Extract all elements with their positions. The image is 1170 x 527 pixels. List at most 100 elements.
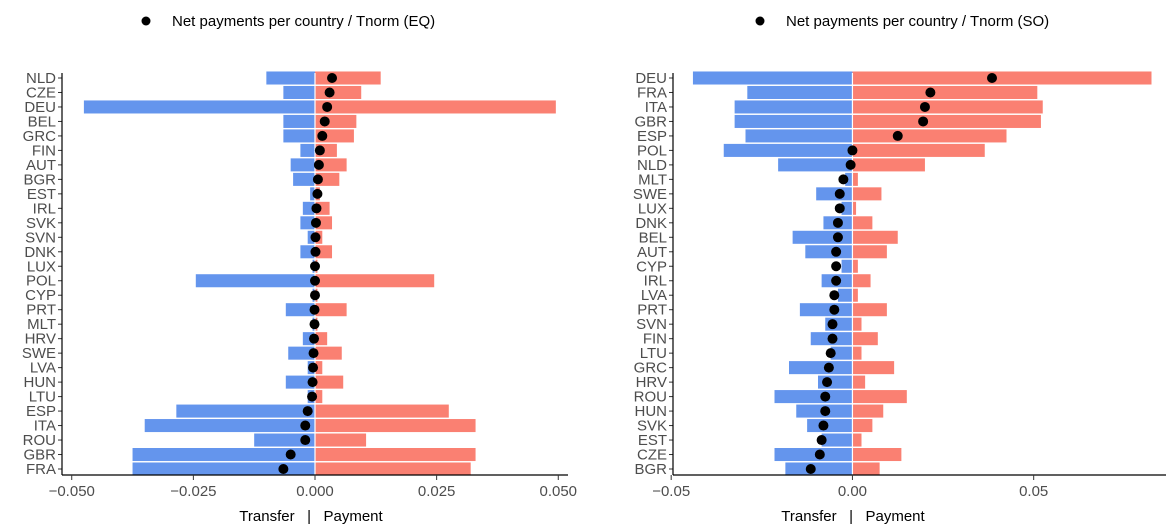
so-payment-bar-gbr xyxy=(852,114,1041,128)
so-payment-bar-hun xyxy=(852,404,884,418)
so-net-point-fra xyxy=(925,87,936,98)
so-payment-bar-grc xyxy=(852,361,895,375)
panel-eq: NLDCZEDEUBELGRCFINAUTBGRESTIRLSVKSVNDNKL… xyxy=(22,70,577,525)
so-y-tick-label-gbr: GBR xyxy=(634,113,667,130)
eq-transfer-bar-fin xyxy=(300,143,315,157)
eq-net-point-irl xyxy=(311,203,322,214)
so-net-point-svk xyxy=(818,420,829,431)
so-net-point-rou xyxy=(820,391,831,402)
so-transfer-bar-est xyxy=(821,433,853,447)
eq-net-point-hrv xyxy=(309,333,320,344)
so-net-point-pol xyxy=(847,145,858,156)
so-payment-bar-ltu xyxy=(852,346,862,360)
so-payment-bar-dnk xyxy=(852,216,873,230)
legend-so: Net payments per country / Tnorm (SO) xyxy=(755,13,1049,30)
eq-y-tick-label-gbr: GBR xyxy=(23,447,56,464)
so-net-point-dnk xyxy=(832,217,843,228)
eq-payment-bar-rou xyxy=(315,433,367,447)
eq-x-tick-label-2: 0.000 xyxy=(296,483,334,500)
eq-net-point-pol xyxy=(310,275,320,286)
so-transfer-bar-aut xyxy=(805,245,853,259)
eq-x-axis: −0.050 −0.025 0.000 0.025 0.050 xyxy=(49,474,577,500)
eq-x-tick-label-0: −0.050 xyxy=(49,483,95,500)
so-net-point-ltu xyxy=(825,348,836,359)
panel-so: DEUFRAITAGBRESPPOLNLDMLTSWELUXDNKBELAUTC… xyxy=(633,70,1166,525)
so-transfer-bar-lva xyxy=(837,288,853,302)
so-payment-bar-pol xyxy=(852,143,985,157)
eq-net-point-ltu xyxy=(307,391,318,402)
so-y-tick-label-hun: HUN xyxy=(635,403,668,420)
so-y-tick-label-svn: SVN xyxy=(636,316,667,333)
so-transfer-bar-ltu xyxy=(830,346,853,360)
so-y-tick-label-prt: PRT xyxy=(637,302,667,319)
eq-payment-bar-gbr xyxy=(315,448,476,462)
so-y-tick-label-fra: FRA xyxy=(637,84,667,101)
eq-y-tick-label-pol: POL xyxy=(26,273,56,290)
legend-eq: Net payments per country / Tnorm (EQ) xyxy=(141,13,435,30)
eq-payment-bar-fra xyxy=(315,462,471,476)
eq-transfer-bar-svk xyxy=(300,216,315,230)
so-y-tick-label-esp: ESP xyxy=(637,128,667,145)
eq-x-tick-label-1: −0.025 xyxy=(170,483,216,500)
so-payment-bar-nld xyxy=(852,158,925,172)
so-payment-bar-esp xyxy=(852,129,1007,143)
so-y-tick-label-ltu: LTU xyxy=(640,345,667,362)
legend-eq-label: Net payments per country / Tnorm (EQ) xyxy=(172,13,435,30)
eq-y-tick-label-lux: LUX xyxy=(27,258,56,275)
so-transfer-bar-ita xyxy=(734,100,853,114)
so-payment-bar-aut xyxy=(852,245,887,259)
so-transfer-bar-pol xyxy=(723,143,853,157)
eq-y-tick-label-bel: BEL xyxy=(28,113,56,130)
eq-payment-bar-aut xyxy=(315,158,347,172)
eq-transfer-bar-nld xyxy=(266,71,315,85)
eq-y-tick-label-ltu: LTU xyxy=(29,389,56,406)
so-net-point-svn xyxy=(827,319,838,330)
eq-net-point-deu xyxy=(322,101,333,112)
eq-net-point-prt xyxy=(309,304,320,315)
eq-net-point-cyp xyxy=(310,290,320,301)
so-net-point-esp xyxy=(892,130,903,141)
so-x-axis: −0.05 0.00 0.05 xyxy=(652,474,1166,500)
eq-net-points xyxy=(278,73,338,474)
so-y-tick-label-dnk: DNK xyxy=(635,215,667,232)
eq-y-tick-label-grc: GRC xyxy=(23,128,57,145)
eq-payment-bar-pol xyxy=(315,274,435,288)
so-y-tick-label-swe: SWE xyxy=(633,186,667,203)
eq-net-point-fra xyxy=(278,464,289,474)
eq-y-tick-label-lva: LVA xyxy=(30,360,56,377)
eq-bars xyxy=(83,71,556,476)
eq-net-point-gbr xyxy=(285,449,296,460)
so-net-point-prt xyxy=(829,304,840,315)
eq-y-tick-label-rou: ROU xyxy=(23,432,56,449)
so-payment-bar-cze xyxy=(852,448,902,462)
eq-y-tick-label-swe: SWE xyxy=(22,345,56,362)
eq-y-tick-label-prt: PRT xyxy=(26,302,56,319)
eq-transfer-bar-ita xyxy=(144,419,315,433)
so-net-point-mlt xyxy=(838,174,849,185)
so-net-point-lva xyxy=(829,290,840,301)
so-net-point-cyp xyxy=(831,261,842,272)
eq-net-point-mlt xyxy=(309,319,320,330)
eq-net-point-lva xyxy=(308,362,319,373)
eq-net-point-grc xyxy=(317,130,328,141)
eq-x-tick-label-4: 0.050 xyxy=(539,483,577,500)
so-net-point-ita xyxy=(919,101,930,112)
eq-y-tick-label-fra: FRA xyxy=(26,461,56,478)
eq-transfer-bar-gbr xyxy=(132,448,315,462)
eq-y-tick-label-cze: CZE xyxy=(26,84,56,101)
eq-x-axis-title: Transfer | Payment xyxy=(239,508,383,525)
so-net-point-deu xyxy=(987,73,997,83)
so-payment-bar-svn xyxy=(852,317,862,331)
so-y-tick-label-svk: SVK xyxy=(637,418,667,435)
so-payment-bar-rou xyxy=(852,390,907,404)
so-transfer-bar-bel xyxy=(792,230,853,244)
so-y-tick-label-nld: NLD xyxy=(637,157,667,174)
so-transfer-bar-mlt xyxy=(845,172,853,186)
eq-transfer-bar-swe xyxy=(288,346,315,360)
so-transfer-bar-rou xyxy=(774,390,853,404)
eq-transfer-bar-aut xyxy=(290,158,315,172)
eq-transfer-bar-bgr xyxy=(293,172,315,186)
eq-y-axis: NLDCZEDEUBELGRCFINAUTBGRESTIRLSVKSVNDNKL… xyxy=(22,70,63,478)
eq-net-point-est xyxy=(312,188,323,199)
so-y-tick-label-aut: AUT xyxy=(637,244,667,261)
